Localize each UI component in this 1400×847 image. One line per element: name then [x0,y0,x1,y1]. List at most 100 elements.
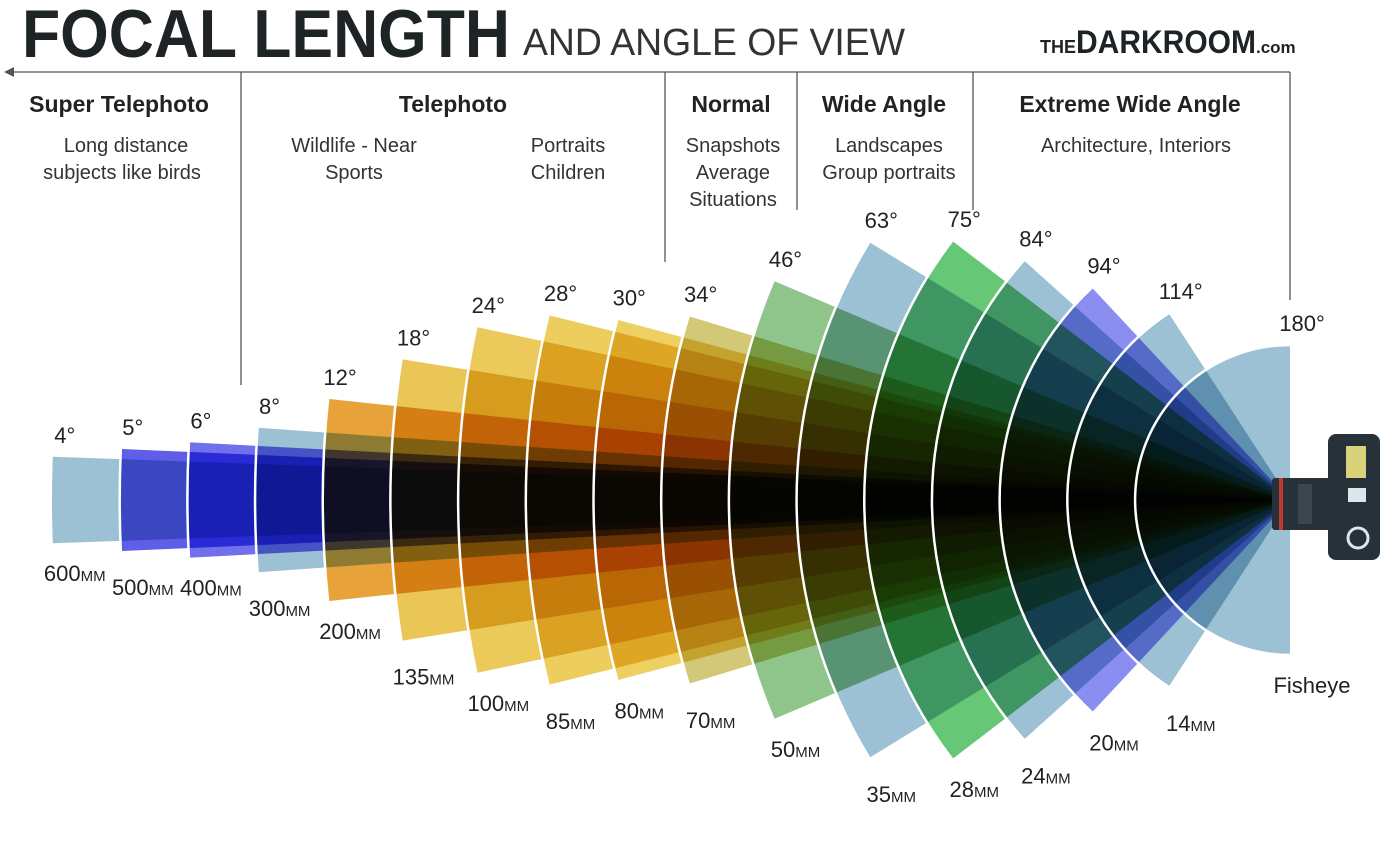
focal-label: 500MM [112,575,174,600]
category-note: Wildlife - Near [291,135,417,157]
angle-label: 30° [613,286,646,311]
angle-label: 63° [865,208,898,233]
focal-label: 20MM [1089,730,1138,755]
focal-length: 600 [44,561,81,586]
focal-unit: MM [639,705,664,722]
focal-unit: MM [429,672,454,689]
focal-label: Fisheye [1273,673,1350,698]
focal-length: Fisheye [1273,673,1350,698]
angle-label: 46° [769,247,802,272]
band-boundary [389,359,403,641]
focal-unit: MM [570,716,595,733]
camera-button [1348,488,1366,502]
focal-label: 85MM [546,709,595,734]
focal-length: 300 [249,596,286,621]
focal-length: 70 [686,708,710,733]
category-note: Snapshots [686,135,781,157]
focal-unit: MM [710,715,735,732]
band-boundary [998,286,1093,714]
angle-label: 75° [948,207,981,232]
angle-label: 24° [472,293,505,318]
logo-name: DARKROOM [1076,24,1256,60]
focal-label: 600MM [44,561,106,586]
focal-length: 500 [112,575,149,600]
category-note: Children [531,162,605,184]
angle-wedge [52,456,1291,544]
camera [1272,434,1380,560]
category-note: Landscapes [835,135,943,157]
category-note: Long distance [64,135,189,157]
angle-label: 6° [190,408,211,433]
focal-length: 100 [467,691,504,716]
category-name: Extreme Wide Angle [1019,91,1240,117]
focal-unit: MM [81,568,106,585]
category-note: subjects like birds [43,162,201,184]
focal-label: 35MM [867,782,916,807]
band-boundaries [118,240,1291,760]
focal-unit: MM [795,744,820,761]
category-name: Wide Angle [822,91,946,117]
focal-unit: MM [217,583,242,600]
category-note: Group portraits [822,162,955,184]
angle-label: 84° [1019,226,1052,251]
band-boundary [727,280,775,720]
band-boundary [863,240,954,760]
focal-length: 85 [546,709,570,734]
band-boundary [1133,343,1291,657]
focal-label: 300MM [249,596,311,621]
focal-unit: MM [891,789,916,806]
focal-unit: MM [285,603,310,620]
angle-label: 114° [1159,279,1203,304]
focal-label: 100MM [467,691,529,716]
angle-label: 180° [1279,311,1325,336]
angle-label: 18° [397,325,430,350]
subtitle: AND ANGLE OF VIEW [523,22,905,64]
focal-length: 400 [180,576,217,601]
title: FOCAL LENGTH [22,0,510,72]
category-note: Average [696,162,770,184]
lens-labels: 4°600MM5°500MM6°400MM8°300MM12°200MM18°1… [44,207,1351,807]
angle-label: 5° [122,415,143,440]
band-boundary [524,314,550,686]
viewfinder [1346,446,1366,478]
arrowhead [4,67,14,77]
focal-label: 80MM [614,698,663,723]
angle-label: 4° [54,423,75,448]
logo: THEDARKROOM.com [1040,24,1296,60]
band-boundary [186,442,191,558]
band-boundary [456,326,478,674]
angle-label: 28° [544,281,577,306]
category-note: Sports [325,162,383,184]
logo-prefix: THE [1040,37,1076,57]
angle-label: 8° [259,394,280,419]
focal-length: 20 [1089,730,1113,755]
category-note: Situations [689,189,777,211]
band-boundary [592,319,619,681]
lens-mount [1298,484,1312,524]
logo-suffix: .com [1256,38,1296,57]
band-boundary [321,398,330,602]
band-boundary [795,241,871,759]
focal-label: 50MM [771,737,820,762]
category-name: Normal [691,91,770,117]
focal-length: 24 [1021,764,1045,789]
focal-length: 135 [393,665,430,690]
band-boundary [930,259,1025,741]
lens-ring [1279,478,1283,530]
focal-label: 200MM [319,619,381,644]
focal-length: 35 [867,782,891,807]
focal-unit: MM [356,626,381,643]
angle-wedges [52,240,1291,760]
band-boundary [659,315,690,685]
band-boundary [118,448,123,552]
band-boundary [1066,312,1170,688]
focal-label: 24MM [1021,764,1070,789]
focal-unit: MM [1114,737,1139,754]
category-note: Architecture, Interiors [1041,135,1231,157]
focal-unit: MM [1190,718,1215,735]
focal-unit: MM [149,582,174,599]
focal-label: 14MM [1166,711,1215,736]
angle-label: 34° [684,282,717,307]
focal-label: 400MM [180,576,242,601]
